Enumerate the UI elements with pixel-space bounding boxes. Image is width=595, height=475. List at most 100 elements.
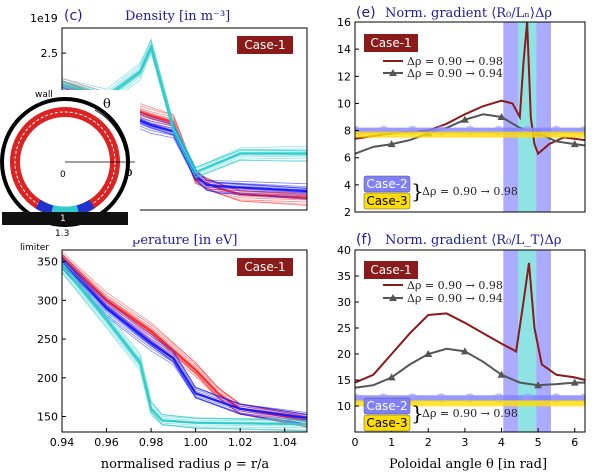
grad-t-xtick-1: 1 — [388, 436, 395, 449]
grad-t-ytick-4: 30 — [337, 296, 351, 309]
grad-n-marker-6 — [460, 115, 469, 123]
grad-t-ytick-1: 15 — [337, 374, 351, 387]
grad-n-ytick-6: 14 — [337, 43, 351, 56]
temperature-series-0-band-2 — [62, 262, 307, 427]
temperature-xtick-1: 0.96 — [94, 436, 119, 449]
grad-t-ytick-0: 10 — [337, 400, 351, 413]
temperature-series-0-band-0 — [62, 264, 307, 428]
panel-label-f: (f) — [356, 232, 372, 248]
grad-n-brace: } — [411, 179, 424, 203]
grad-t-xtick-0: 0 — [352, 436, 359, 449]
grad-t-series-0 — [355, 262, 585, 384]
grad-t-case2-box — [363, 397, 411, 415]
theta-label: θ — [103, 97, 111, 112]
temperature-title: perature [in eV] — [132, 233, 238, 248]
grad-n-shade-2 — [536, 22, 551, 212]
density-title: Density [in m⁻³] — [125, 9, 230, 24]
grad-t-marker-12 — [570, 378, 579, 386]
temperature-series-1-band-9 — [62, 257, 307, 415]
grad-n-ytick-3: 8 — [344, 125, 351, 138]
grad-n-marker-12 — [570, 140, 579, 148]
grad-n-ytick-0: 2 — [344, 206, 351, 219]
grad-n-shade-0 — [503, 22, 518, 212]
temperature-ytick-1: 200 — [37, 372, 58, 385]
grad-t-panel: (f) Norm. gradient ⟨R₀/L_T⟩Δρ 1015202530… — [337, 232, 586, 472]
temperature-series-0-band-10 — [62, 254, 307, 418]
wall-label: wall — [35, 90, 53, 100]
grad-t-xtick-2: 2 — [425, 436, 432, 449]
grad-t-case3-label: Case-3 — [366, 416, 407, 430]
temperature-series-1-band-4 — [62, 262, 307, 421]
temperature-series-1-band-11 — [62, 257, 307, 415]
density-exponent: 1e19 — [30, 12, 58, 25]
temperature-series-1-band-10 — [62, 257, 307, 415]
density-ytick-0: 2.5 — [41, 47, 59, 60]
grad-t-xlabel: Poloidal angle θ [in rad] — [389, 457, 547, 472]
grad-n-case1-box — [364, 34, 418, 52]
temperature-series-0-band-9 — [62, 254, 307, 418]
density-case1-box — [237, 36, 293, 54]
temperature-series-0-band-6 — [62, 257, 307, 421]
grad-n-case2-box — [363, 175, 411, 193]
grad-n-case3-box — [363, 192, 411, 210]
temperature-series-1-band-7 — [62, 259, 307, 418]
limiter-label: limiter — [20, 243, 49, 253]
grad-n-panel: (e) Norm. gradient ⟨R₀/Lₙ⟩Δρ 2 4 6 8 10 12 14 1… — [337, 5, 586, 219]
center-label: 0 — [60, 170, 66, 180]
grad-t-case2-label: Case-2 — [366, 399, 407, 413]
panel-label-e: (e) — [356, 5, 376, 21]
theta-arrow — [94, 109, 126, 151]
temperature-series-0 — [62, 257, 307, 422]
grad-t-legend-1: Δρ = 0.90 → 0.98 — [407, 279, 503, 292]
temperature-series-0-band-8 — [62, 254, 307, 418]
grad-t-xtick-5: 5 — [535, 436, 542, 449]
temperature-ytick-4: 350 — [37, 256, 58, 269]
temperature-xlabel: normalised radius ρ = r/a — [101, 457, 270, 472]
grad-t-ytick-5: 35 — [337, 270, 351, 283]
grad-t-marker-4 — [424, 350, 433, 357]
temperature-xtick-0: 0.94 — [50, 436, 75, 449]
density-case1-label: Case-1 — [244, 38, 285, 52]
temperature-series-1-band-8 — [62, 258, 307, 416]
temperature-series-1-band-12 — [62, 255, 307, 413]
grad-n-bottom-label: Δρ = 0.90 → 0.98 — [422, 185, 518, 198]
temperature-xtick-5: 1.04 — [272, 436, 297, 449]
grad-n-marker-2 — [387, 140, 396, 148]
grad-t-shade-0 — [503, 250, 518, 432]
grad-n-ytick-2: 6 — [344, 152, 351, 165]
grad-n-legend-1: Δρ = 0.90 → 0.98 — [407, 55, 503, 68]
torus-inset: wall limiter θ ρ 0 1 1.3 — [0, 90, 140, 253]
grad-t-marker-2 — [387, 373, 396, 381]
grad-t-marker-10 — [534, 381, 543, 389]
grad-t-legend-marker-2 — [389, 294, 397, 301]
temperature-series-2-band-12 — [62, 259, 307, 420]
temperature-series-1 — [62, 260, 307, 420]
temperature-series-2 — [62, 264, 307, 426]
grad-n-ytick-5: 12 — [337, 70, 351, 83]
limiter-block — [2, 212, 128, 225]
temperature-series-0-band-7 — [62, 256, 307, 420]
grad-t-title: Norm. gradient ⟨R₀/L_T⟩Δρ — [385, 233, 562, 248]
temperature-series-2-band-8 — [62, 262, 307, 422]
one-label: 1 — [60, 214, 66, 224]
temperature-series-0-band-4 — [62, 259, 307, 423]
cyan-arc — [50, 205, 80, 217]
grad-t-case1-label: Case-1 — [370, 263, 411, 277]
grad-t-legend-2: Δρ = 0.90 → 0.94 — [407, 292, 503, 305]
rho-label: ρ — [125, 165, 133, 180]
grad-t-ytick-2: 20 — [337, 348, 351, 361]
grad-t-bottom-label: Δρ = 0.90 → 0.98 — [422, 407, 518, 420]
grad-t-series-1 — [355, 347, 585, 389]
temperature-series-0-band-11 — [62, 253, 307, 417]
panel-label-c: (c) — [64, 8, 83, 24]
grad-t-case3-box — [363, 414, 411, 432]
temperature-ytick-3: 300 — [37, 294, 58, 307]
grad-n-series-1 — [355, 113, 585, 155]
temperature-xtick-4: 1.02 — [228, 436, 253, 449]
temperature-case1-label: Case-1 — [244, 260, 285, 274]
grad-n-legend-marker-2 — [389, 69, 397, 76]
grad-n-marker-8 — [497, 113, 506, 120]
grad-t-ytick-6: 40 — [337, 244, 351, 257]
grad-n-case3-label: Case-3 — [366, 194, 407, 208]
